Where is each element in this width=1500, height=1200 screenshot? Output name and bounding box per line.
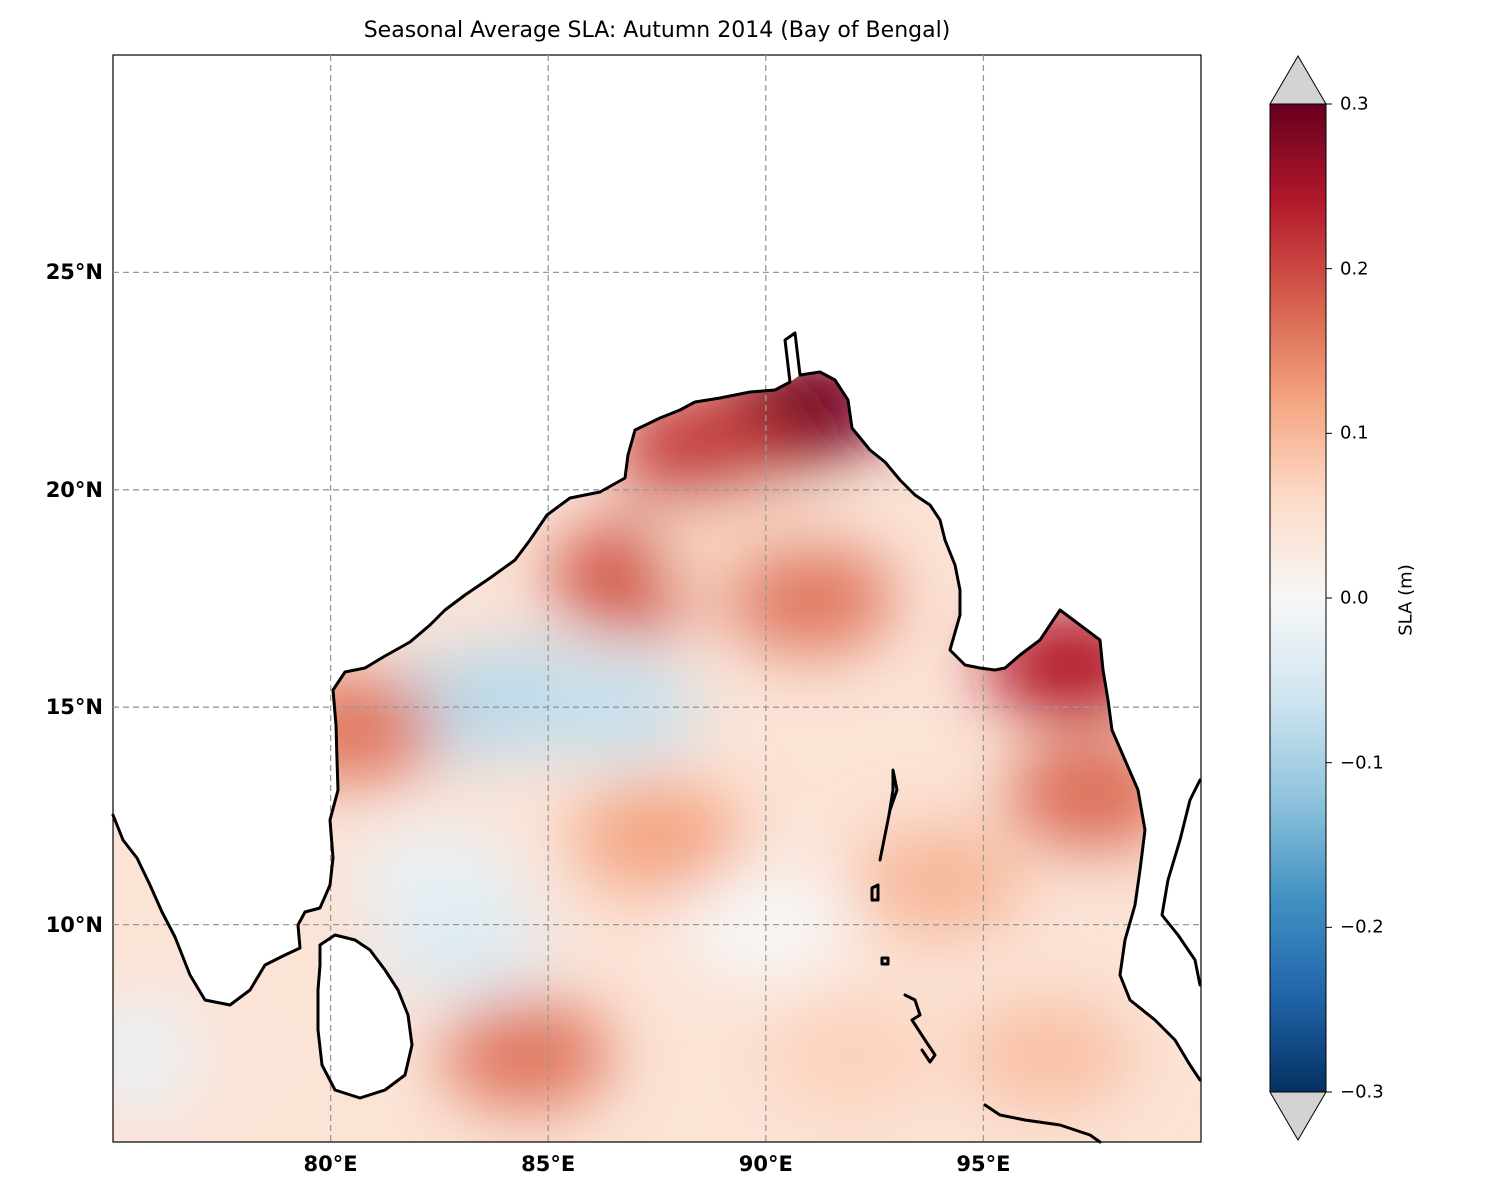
coastline xyxy=(111,331,1202,1144)
colorbar-extend-max xyxy=(1269,55,1327,105)
sla-feature xyxy=(572,782,742,893)
sla-feature xyxy=(615,391,786,502)
sla-field xyxy=(113,372,1200,1142)
map-gridlines xyxy=(113,55,1201,1142)
colorbar-label: SLA (m) xyxy=(1395,564,1417,636)
coastline-malay-peninsula xyxy=(1160,778,1202,987)
lat-tick-label: 15°N xyxy=(45,695,103,720)
lon-tick-label: 85°E xyxy=(521,1152,576,1176)
sla-feature xyxy=(376,891,547,1002)
lon-tick-label: 90°E xyxy=(738,1152,793,1176)
map-title: Seasonal Average SLA: Autumn 2014 (Bay o… xyxy=(363,18,951,43)
coastline-india-bangladesh-myanmar xyxy=(111,331,1202,1082)
lat-tick-label: 20°N xyxy=(45,477,103,502)
colorbar-extend-min xyxy=(1269,1091,1327,1141)
colorbar-tick-label: 0.3 xyxy=(1340,93,1369,115)
colorbar-gradient xyxy=(1269,103,1327,1093)
colorbar-tick-label: −0.1 xyxy=(1340,752,1384,774)
sla-feature xyxy=(854,826,1025,937)
sla-feature xyxy=(441,1000,612,1111)
colorbar-tick-label: 0.2 xyxy=(1340,258,1369,280)
lat-tick-label: 10°N xyxy=(45,912,103,937)
lon-tick-label: 80°E xyxy=(303,1152,358,1176)
colorbar-tick-label: 0.1 xyxy=(1340,422,1369,444)
coastline-andaman-islands xyxy=(878,768,899,862)
sla-feature xyxy=(267,673,438,784)
colorbar xyxy=(1269,55,1332,1141)
lat-tick-label: 25°N xyxy=(45,260,103,285)
sla-feature xyxy=(1007,739,1178,850)
colorbar-tick-label: −0.2 xyxy=(1340,916,1384,938)
coastline-island-1 xyxy=(870,883,880,902)
sla-feature xyxy=(180,1000,351,1111)
lon-tick-label: 95°E xyxy=(956,1152,1011,1176)
coastline-island-2 xyxy=(880,956,890,966)
sla-feature xyxy=(963,1000,1134,1111)
map-frame xyxy=(112,54,1202,1143)
coastline-sri-lanka xyxy=(316,933,414,1100)
coastline-nicobar-islands xyxy=(903,993,937,1064)
coastline-sumatra xyxy=(983,1103,1102,1144)
colorbar-tick-label: 0.0 xyxy=(1340,587,1369,609)
sla-feature xyxy=(767,1000,938,1111)
sla-feature xyxy=(724,543,895,654)
colorbar-tick-label: −0.3 xyxy=(1340,1081,1384,1103)
